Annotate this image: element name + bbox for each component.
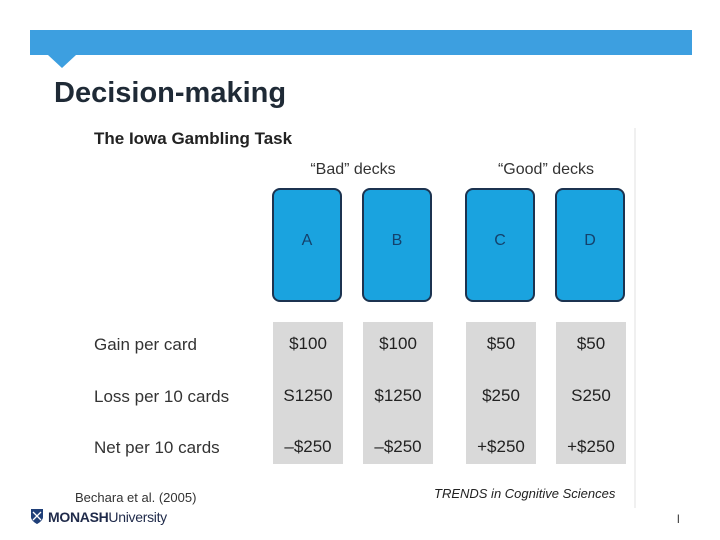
column-bg-a (273, 322, 343, 464)
figure-title: The Iowa Gambling Task (94, 129, 293, 148)
cell-loss-c: $250 (482, 386, 520, 405)
banner-notch (48, 55, 76, 68)
monash-logo: MONASHUniversity (30, 508, 167, 525)
cell-loss-a: S1250 (283, 386, 333, 405)
cell-net-a: –$250 (284, 437, 332, 456)
iowa-figure (80, 124, 636, 510)
logo-suffix: University (108, 508, 167, 525)
deck-letter-c: C (494, 232, 506, 249)
header-banner (30, 30, 692, 55)
deck-letter-a: A (301, 232, 313, 249)
cell-gain-c: $50 (486, 334, 516, 353)
cell-gain-d: $50 (576, 334, 606, 353)
figure-edge (634, 128, 636, 508)
cell-net-b: –$250 (374, 437, 422, 456)
row-label-gain: Gain per card (94, 335, 197, 354)
cell-gain-a: $100 (289, 334, 327, 353)
citation: Bechara et al. (2005) (75, 490, 197, 505)
logo-brand: MONASH (48, 508, 109, 525)
column-bg-d (556, 322, 626, 464)
shield-icon (31, 509, 43, 524)
deck-letter-d: D (584, 232, 596, 249)
cell-net-d: +$250 (567, 437, 615, 456)
figure-source: TRENDS in Cognitive Sciences (434, 486, 616, 501)
deck-card-a (272, 188, 342, 302)
row-label-net: Net per 10 cards (94, 438, 220, 457)
column-bg-b (363, 322, 433, 464)
deck-letter-b: B (391, 232, 403, 249)
cell-gain-b: $100 (379, 334, 417, 353)
group-label-bad: “Bad” decks (310, 161, 396, 178)
cell-loss-b: $1250 (374, 386, 422, 405)
cell-loss-d: S250 (571, 386, 611, 405)
row-label-loss: Loss per 10 cards (94, 387, 230, 406)
logo-wordmark: MONASHUniversity (48, 509, 167, 525)
deck-card-c (465, 188, 535, 302)
cell-net-c: +$250 (477, 437, 525, 456)
deck-card-d (555, 188, 625, 302)
page-number: l (677, 512, 680, 526)
group-label-good: “Good” decks (497, 161, 595, 178)
deck-card-b (362, 188, 432, 302)
slide-title: Decision-making (54, 77, 287, 109)
column-bg-c (466, 322, 536, 464)
